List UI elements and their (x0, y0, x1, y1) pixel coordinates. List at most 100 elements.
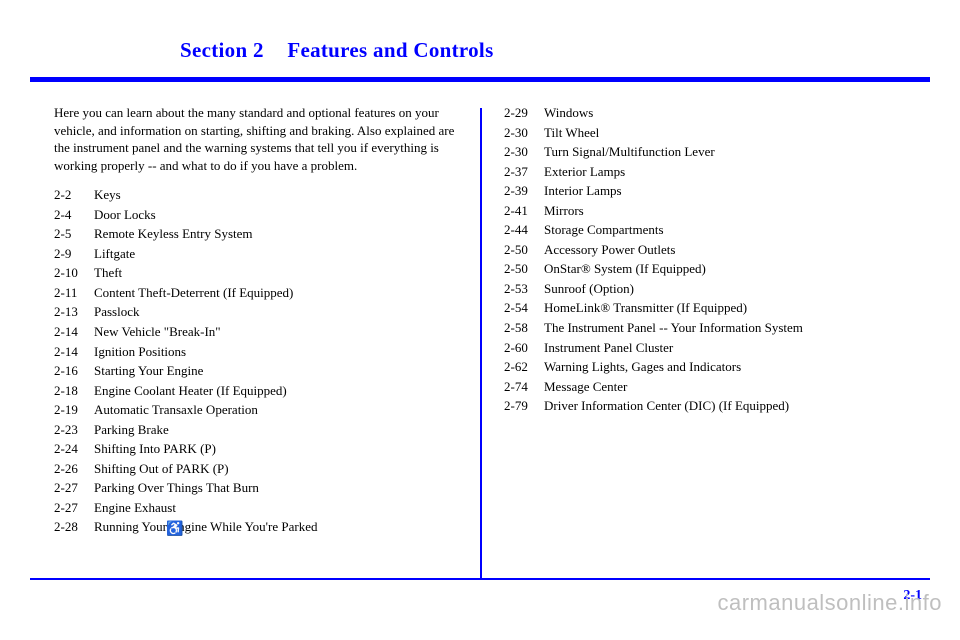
toc-title: Engine Exhaust (94, 499, 456, 517)
toc-title: Liftgate (94, 245, 456, 263)
toc-title: Instrument Panel Cluster (544, 339, 906, 357)
toc-title: New Vehicle "Break-In" (94, 323, 456, 341)
toc-page-ref: 2-27 (54, 479, 94, 497)
toc-entry[interactable]: 2-60Instrument Panel Cluster (504, 339, 906, 357)
toc-page-ref: 2-29 (504, 104, 544, 122)
toc-entry[interactable]: 2-53Sunroof (Option) (504, 280, 906, 298)
toc-entry[interactable]: 2-30Turn Signal/Multifunction Lever (504, 143, 906, 161)
toc-entry[interactable]: 2-28Running Your Engine While You're Par… (54, 518, 456, 536)
toc-entry[interactable]: 2-37Exterior Lamps (504, 163, 906, 181)
accessibility-icon: ♿ (166, 521, 183, 538)
toc-title: Running Your Engine While You're Parked (94, 518, 456, 536)
toc-page-ref: 2-23 (54, 421, 94, 439)
right-column: 2-29Windows 2-30Tilt Wheel2-30Turn Signal… (480, 92, 930, 572)
toc-page-ref: 2-2 (54, 186, 94, 204)
toc-page-ref: 2-28 (54, 518, 94, 536)
toc-title: Automatic Transaxle Operation (94, 401, 456, 419)
toc-title: Message Center (544, 378, 906, 396)
toc-title: Keys (94, 186, 456, 204)
toc-entry[interactable]: 2-14New Vehicle "Break-In" (54, 323, 456, 341)
toc-page-ref: 2-9 (54, 245, 94, 263)
toc-page-ref: 2-62 (504, 358, 544, 376)
toc-title: OnStar® System (If Equipped) (544, 260, 906, 278)
manual-page: Section 2 Features and Controls Here you… (30, 20, 930, 610)
toc-title: Shifting Out of PARK (P) (94, 460, 456, 478)
toc-page-ref: 2-4 (54, 206, 94, 224)
toc-page-ref: 2-37 (504, 163, 544, 181)
toc-entry[interactable]: 2-18Engine Coolant Heater (If Equipped) (54, 382, 456, 400)
toc-title: Tilt Wheel (544, 124, 906, 142)
toc-page-ref: 2-16 (54, 362, 94, 380)
toc-title: Parking Brake (94, 421, 456, 439)
toc-title: Remote Keyless Entry System (94, 225, 456, 243)
toc-page-ref: 2-41 (504, 202, 544, 220)
toc-entry[interactable]: 2-50OnStar® System (If Equipped) (504, 260, 906, 278)
section-number: Section 2 (180, 38, 264, 62)
section-header: Section 2 Features and Controls (30, 20, 930, 77)
toc-entry[interactable]: 2-13Passlock (54, 303, 456, 321)
toc-title: Turn Signal/Multifunction Lever (544, 143, 906, 161)
toc-entry[interactable]: 2-29Windows (504, 104, 906, 122)
toc-entry[interactable]: 2-4Door Locks (54, 206, 456, 224)
toc-entry[interactable]: 2-62Warning Lights, Gages and Indicators (504, 358, 906, 376)
toc-page-ref: 2-58 (504, 319, 544, 337)
toc-entry[interactable]: 2-27Parking Over Things That Burn (54, 479, 456, 497)
toc-entry[interactable]: 2-54HomeLink® Transmitter (If Equipped) (504, 299, 906, 317)
toc-title: Door Locks (94, 206, 456, 224)
toc-page-ref: 2-14 (54, 343, 94, 361)
toc-page-ref: 2-74 (504, 378, 544, 396)
toc-entry[interactable]: 2-39Interior Lamps (504, 182, 906, 200)
toc-title: Storage Compartments (544, 221, 906, 239)
toc-entry[interactable]: 2-14Ignition Positions (54, 343, 456, 361)
toc-entry[interactable]: 2-50Accessory Power Outlets (504, 241, 906, 259)
toc-page-ref: 2-79 (504, 397, 544, 415)
toc-entry[interactable]: 2-41Mirrors (504, 202, 906, 220)
column-divider (480, 108, 482, 580)
toc-page-ref: 2-24 (54, 440, 94, 458)
toc-title: Content Theft-Deterrent (If Equipped) (94, 284, 456, 302)
toc-entry[interactable]: 2-58The Instrument Panel -- Your Informa… (504, 319, 906, 337)
page-number: 2-1 (903, 588, 922, 604)
toc-entry[interactable]: 2-79Driver Information Center (DIC) (If … (504, 397, 906, 415)
toc-page-ref: 2-60 (504, 339, 544, 357)
toc-entry[interactable]: 2-74Message Center (504, 378, 906, 396)
left-column: Here you can learn about the many standa… (30, 92, 480, 572)
toc-page-ref: 2-50 (504, 241, 544, 259)
toc-left: 2-2Keys2-4Door Locks2-5Remote Keyless En… (54, 186, 456, 536)
toc-page-ref: 2-5 (54, 225, 94, 243)
toc-entry[interactable]: 2-11Content Theft-Deterrent (If Equipped… (54, 284, 456, 302)
toc-title: Engine Coolant Heater (If Equipped) (94, 382, 456, 400)
toc-title: Mirrors (544, 202, 906, 220)
toc-title: Warning Lights, Gages and Indicators (544, 358, 906, 376)
toc-page-ref: 2-54 (504, 299, 544, 317)
toc-page-ref: 2-30 (504, 143, 544, 161)
toc-title: Passlock (94, 303, 456, 321)
toc-page-ref: 2-18 (54, 382, 94, 400)
toc-page-ref: 2-39 (504, 182, 544, 200)
toc-title: Sunroof (Option) (544, 280, 906, 298)
toc-entry[interactable]: 2-10Theft (54, 264, 456, 282)
toc-entry[interactable]: 2-2Keys (54, 186, 456, 204)
toc-page-ref: 2-50 (504, 260, 544, 278)
toc-entry[interactable]: 2-23Parking Brake (54, 421, 456, 439)
toc-entry[interactable]: 2-19Automatic Transaxle Operation (54, 401, 456, 419)
toc-page-ref: 2-14 (54, 323, 94, 341)
toc-right: 2-29Windows 2-30Tilt Wheel2-30Turn Signal… (504, 104, 906, 415)
toc-page-ref: 2-13 (54, 303, 94, 321)
toc-title: The Instrument Panel -- Your Information… (544, 319, 906, 337)
toc-entry[interactable]: 2-27Engine Exhaust (54, 499, 456, 517)
toc-entry[interactable]: 2-30Tilt Wheel (504, 124, 906, 142)
toc-entry[interactable]: 2-5Remote Keyless Entry System (54, 225, 456, 243)
toc-title: Theft (94, 264, 456, 282)
toc-entry[interactable]: 2-24Shifting Into PARK (P) (54, 440, 456, 458)
toc-entry[interactable]: 2-16Starting Your Engine (54, 362, 456, 380)
toc-title: Windows (544, 104, 906, 122)
toc-title: Shifting Into PARK (P) (94, 440, 456, 458)
intro-text: Here you can learn about the many standa… (54, 104, 456, 174)
toc-entry[interactable]: 2-9Liftgate (54, 245, 456, 263)
header-rule (30, 77, 930, 82)
toc-title: HomeLink® Transmitter (If Equipped) (544, 299, 906, 317)
toc-entry[interactable]: 2-26Shifting Out of PARK (P) (54, 460, 456, 478)
toc-entry[interactable]: 2-44Storage Compartments (504, 221, 906, 239)
toc-page-ref: 2-53 (504, 280, 544, 298)
